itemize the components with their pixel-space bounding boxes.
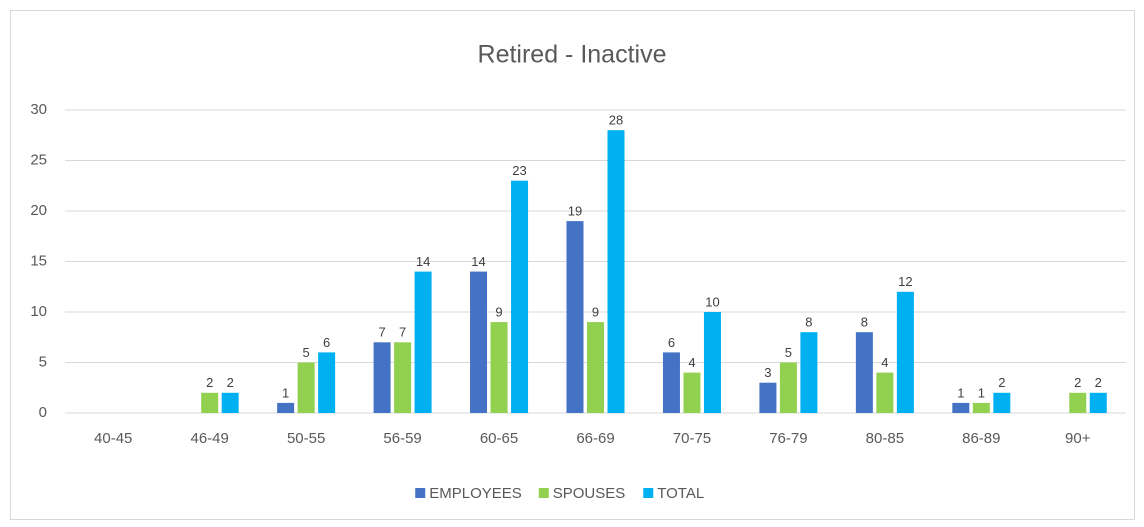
x-tick-label: 50-55 [287, 430, 325, 447]
legend-swatch [415, 488, 426, 498]
data-label: 1 [282, 385, 289, 400]
x-tick-label: 46-49 [190, 430, 228, 447]
y-tick-label: 20 [30, 202, 47, 219]
data-label: 5 [785, 345, 792, 360]
bar [855, 332, 873, 413]
data-label: 7 [378, 325, 385, 340]
y-tick-label: 10 [30, 303, 47, 320]
data-label: 2 [227, 375, 234, 390]
x-tick-label: 86-89 [962, 430, 1000, 447]
data-label: 9 [592, 305, 599, 320]
x-tick-label: 70-75 [673, 430, 711, 447]
data-label: 6 [668, 335, 675, 350]
legend-swatch [538, 488, 549, 498]
bar [896, 291, 914, 413]
bar [511, 180, 529, 413]
data-label: 2 [206, 375, 213, 390]
bar [607, 130, 625, 413]
bar [587, 322, 604, 413]
bar [490, 322, 508, 413]
bar [373, 342, 391, 413]
x-tick-label: 40-45 [94, 430, 132, 447]
data-label: 7 [399, 325, 406, 340]
y-tick-label: 30 [30, 101, 47, 118]
y-tick-label: 15 [30, 252, 47, 269]
data-label: 1 [978, 385, 985, 400]
bar [952, 402, 970, 413]
data-label: 2 [1074, 375, 1081, 390]
bar [800, 332, 818, 413]
x-tick-label: 76-79 [769, 430, 807, 447]
data-label: 10 [705, 294, 719, 309]
data-label: 8 [861, 315, 868, 330]
legend-label: TOTAL [657, 485, 704, 502]
bar [683, 372, 701, 413]
bar [972, 402, 990, 413]
data-label: 6 [323, 335, 330, 350]
data-label: 4 [688, 355, 695, 370]
data-label: 8 [805, 315, 812, 330]
chart-title: Retired - Inactive [478, 41, 667, 69]
y-tick-label: 25 [30, 151, 47, 168]
x-tick-label: 80-85 [866, 430, 904, 447]
bar [662, 352, 680, 413]
data-label: 9 [495, 305, 502, 320]
bar [277, 402, 295, 413]
bar [993, 392, 1011, 413]
bar [876, 372, 894, 413]
x-tick-label: 60-65 [480, 430, 518, 447]
x-tick-label: 90+ [1065, 430, 1091, 447]
bar [221, 392, 239, 413]
data-label: 14 [471, 254, 485, 269]
data-label: 2 [998, 375, 1005, 390]
data-label: 23 [512, 163, 526, 178]
y-tick-label: 5 [39, 353, 47, 370]
bar [1069, 392, 1087, 413]
bar [394, 342, 412, 413]
bar [201, 392, 219, 413]
data-label: 4 [881, 355, 888, 370]
x-tick-label: 66-69 [576, 430, 614, 447]
data-label: 5 [303, 345, 310, 360]
data-label: 3 [764, 365, 771, 380]
bar [318, 352, 336, 413]
data-label: 14 [416, 254, 430, 269]
legend-label: SPOUSES [553, 485, 626, 502]
x-tick-label: 56-59 [383, 430, 421, 447]
bar [759, 382, 777, 413]
bar [470, 271, 488, 413]
bar [297, 362, 315, 413]
data-label: 12 [898, 274, 912, 289]
bar [779, 362, 797, 413]
data-label: 1 [957, 385, 964, 400]
bar [414, 271, 432, 413]
bar [703, 312, 721, 413]
bar [566, 221, 584, 413]
data-label: 19 [568, 204, 582, 219]
y-tick-label: 0 [39, 404, 47, 421]
bar [1089, 392, 1107, 413]
data-label: 28 [609, 113, 623, 128]
legend-label: EMPLOYEES [429, 485, 522, 502]
legend-swatch [643, 488, 654, 498]
data-label: 2 [1095, 375, 1102, 390]
